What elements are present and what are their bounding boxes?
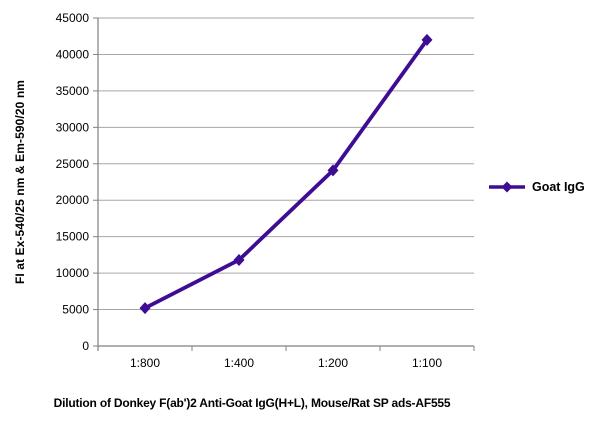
x-tick-label: 1:400 bbox=[224, 356, 254, 370]
legend: Goat IgG bbox=[488, 180, 585, 194]
y-tick-label: 25000 bbox=[56, 157, 90, 171]
x-tick-labels: 1:800 1:400 1:200 1:100 bbox=[97, 346, 475, 370]
y-tick-label: 40000 bbox=[56, 47, 90, 61]
y-axis-title: FI at Ex-540/25 nm & Em-590/20 nm bbox=[13, 79, 27, 285]
legend-diamond-icon bbox=[501, 181, 513, 193]
y-tick-label: 0 bbox=[82, 339, 89, 353]
data-point-marker bbox=[139, 302, 151, 315]
y-tick-label: 45000 bbox=[56, 11, 90, 25]
y-tick-label: 5000 bbox=[62, 303, 89, 317]
x-tick-label: 1:200 bbox=[318, 356, 348, 370]
y-tick-label: 20000 bbox=[56, 193, 90, 207]
y-tick-label: 35000 bbox=[56, 84, 90, 98]
gridlines bbox=[98, 17, 474, 311]
y-tick-label: 10000 bbox=[56, 266, 90, 280]
data-point-marker bbox=[233, 253, 245, 266]
data-point-marker bbox=[327, 164, 339, 177]
y-tick-label: 15000 bbox=[56, 230, 90, 244]
x-axis-title: Dilution of Donkey F(ab')2 Anti-Goat IgG… bbox=[53, 396, 451, 410]
data-point-markers bbox=[139, 33, 433, 315]
axes bbox=[97, 18, 474, 351]
legend-line-marker bbox=[489, 181, 525, 193]
y-tick-label: 30000 bbox=[56, 120, 90, 134]
data-point-marker bbox=[421, 33, 433, 46]
legend-label: Goat IgG bbox=[532, 180, 585, 194]
series-line bbox=[144, 38, 429, 310]
series bbox=[144, 38, 429, 310]
x-tick-label: 1:800 bbox=[130, 356, 160, 370]
x-tick-label: 1:100 bbox=[412, 356, 442, 370]
y-tick-labels: 0 5000 10000 15000 20000 25000 30000 35000 40000… bbox=[56, 11, 98, 353]
